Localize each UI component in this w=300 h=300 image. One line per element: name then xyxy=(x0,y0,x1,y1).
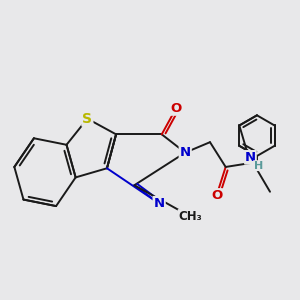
Text: N: N xyxy=(245,151,256,164)
Text: N: N xyxy=(180,146,191,159)
Text: O: O xyxy=(170,102,182,115)
Text: CH₃: CH₃ xyxy=(178,210,202,223)
Text: H: H xyxy=(254,161,263,171)
Text: S: S xyxy=(82,112,92,126)
Text: O: O xyxy=(211,189,222,202)
Text: N: N xyxy=(154,197,165,210)
